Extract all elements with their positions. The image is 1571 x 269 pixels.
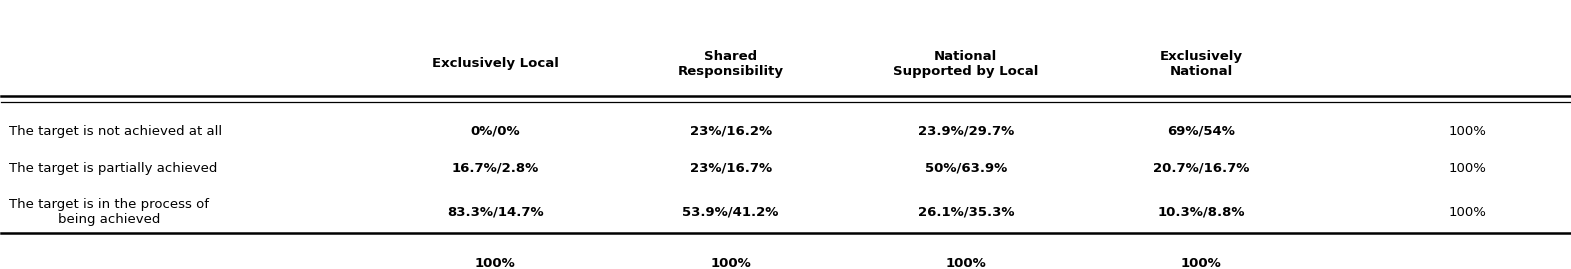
Text: 0%/0%: 0%/0%	[471, 125, 520, 137]
Text: 100%: 100%	[1181, 257, 1222, 269]
Text: The target is partially achieved: The target is partially achieved	[9, 162, 218, 175]
Text: 26.1%/35.3%: 26.1%/35.3%	[917, 206, 1015, 219]
Text: 100%: 100%	[710, 257, 751, 269]
Text: National
Supported by Local: National Supported by Local	[894, 50, 1038, 78]
Text: 69%/54%: 69%/54%	[1167, 125, 1235, 137]
Text: 100%: 100%	[1448, 162, 1486, 175]
Text: 23.9%/29.7%: 23.9%/29.7%	[917, 125, 1013, 137]
Text: The target is not achieved at all: The target is not achieved at all	[9, 125, 223, 137]
Text: The target is in the process of
being achieved: The target is in the process of being ac…	[9, 198, 209, 226]
Text: 50%/63.9%: 50%/63.9%	[925, 162, 1007, 175]
Text: 100%: 100%	[1448, 125, 1486, 137]
Text: Exclusively
National: Exclusively National	[1159, 50, 1243, 78]
Text: 100%: 100%	[946, 257, 987, 269]
Text: Shared
Responsibility: Shared Responsibility	[677, 50, 784, 78]
Text: 10.3%/8.8%: 10.3%/8.8%	[1158, 206, 1244, 219]
Text: 23%/16.7%: 23%/16.7%	[690, 162, 771, 175]
Text: 100%: 100%	[474, 257, 515, 269]
Text: Exclusively Local: Exclusively Local	[432, 57, 559, 70]
Text: 16.7%/2.8%: 16.7%/2.8%	[452, 162, 539, 175]
Text: 53.9%/41.2%: 53.9%/41.2%	[682, 206, 779, 219]
Text: 23%/16.2%: 23%/16.2%	[690, 125, 771, 137]
Text: 20.7%/16.7%: 20.7%/16.7%	[1153, 162, 1249, 175]
Text: 100%: 100%	[1448, 206, 1486, 219]
Text: 83.3%/14.7%: 83.3%/14.7%	[448, 206, 544, 219]
